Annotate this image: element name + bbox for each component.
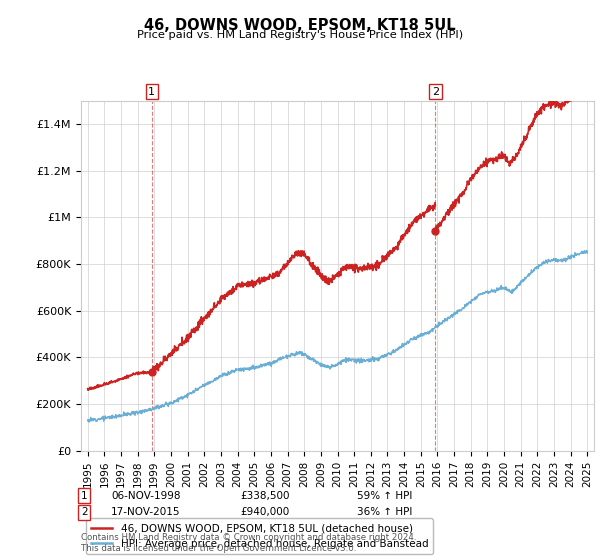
Legend: 46, DOWNS WOOD, EPSOM, KT18 5UL (detached house), HPI: Average price, detached h: 46, DOWNS WOOD, EPSOM, KT18 5UL (detache… (86, 519, 433, 554)
Text: Price paid vs. HM Land Registry's House Price Index (HPI): Price paid vs. HM Land Registry's House … (137, 30, 463, 40)
Text: 1: 1 (148, 87, 155, 97)
Text: £338,500: £338,500 (240, 491, 290, 501)
Text: 46, DOWNS WOOD, EPSOM, KT18 5UL: 46, DOWNS WOOD, EPSOM, KT18 5UL (144, 18, 456, 32)
Text: £940,000: £940,000 (240, 507, 289, 517)
Text: 2: 2 (432, 87, 439, 97)
Text: Contains HM Land Registry data © Crown copyright and database right 2024.
This d: Contains HM Land Registry data © Crown c… (81, 534, 416, 553)
Text: 2: 2 (81, 507, 88, 517)
Text: 59% ↑ HPI: 59% ↑ HPI (357, 491, 412, 501)
Text: 17-NOV-2015: 17-NOV-2015 (111, 507, 181, 517)
Text: 06-NOV-1998: 06-NOV-1998 (111, 491, 181, 501)
Text: 1: 1 (81, 491, 88, 501)
Text: 36% ↑ HPI: 36% ↑ HPI (357, 507, 412, 517)
